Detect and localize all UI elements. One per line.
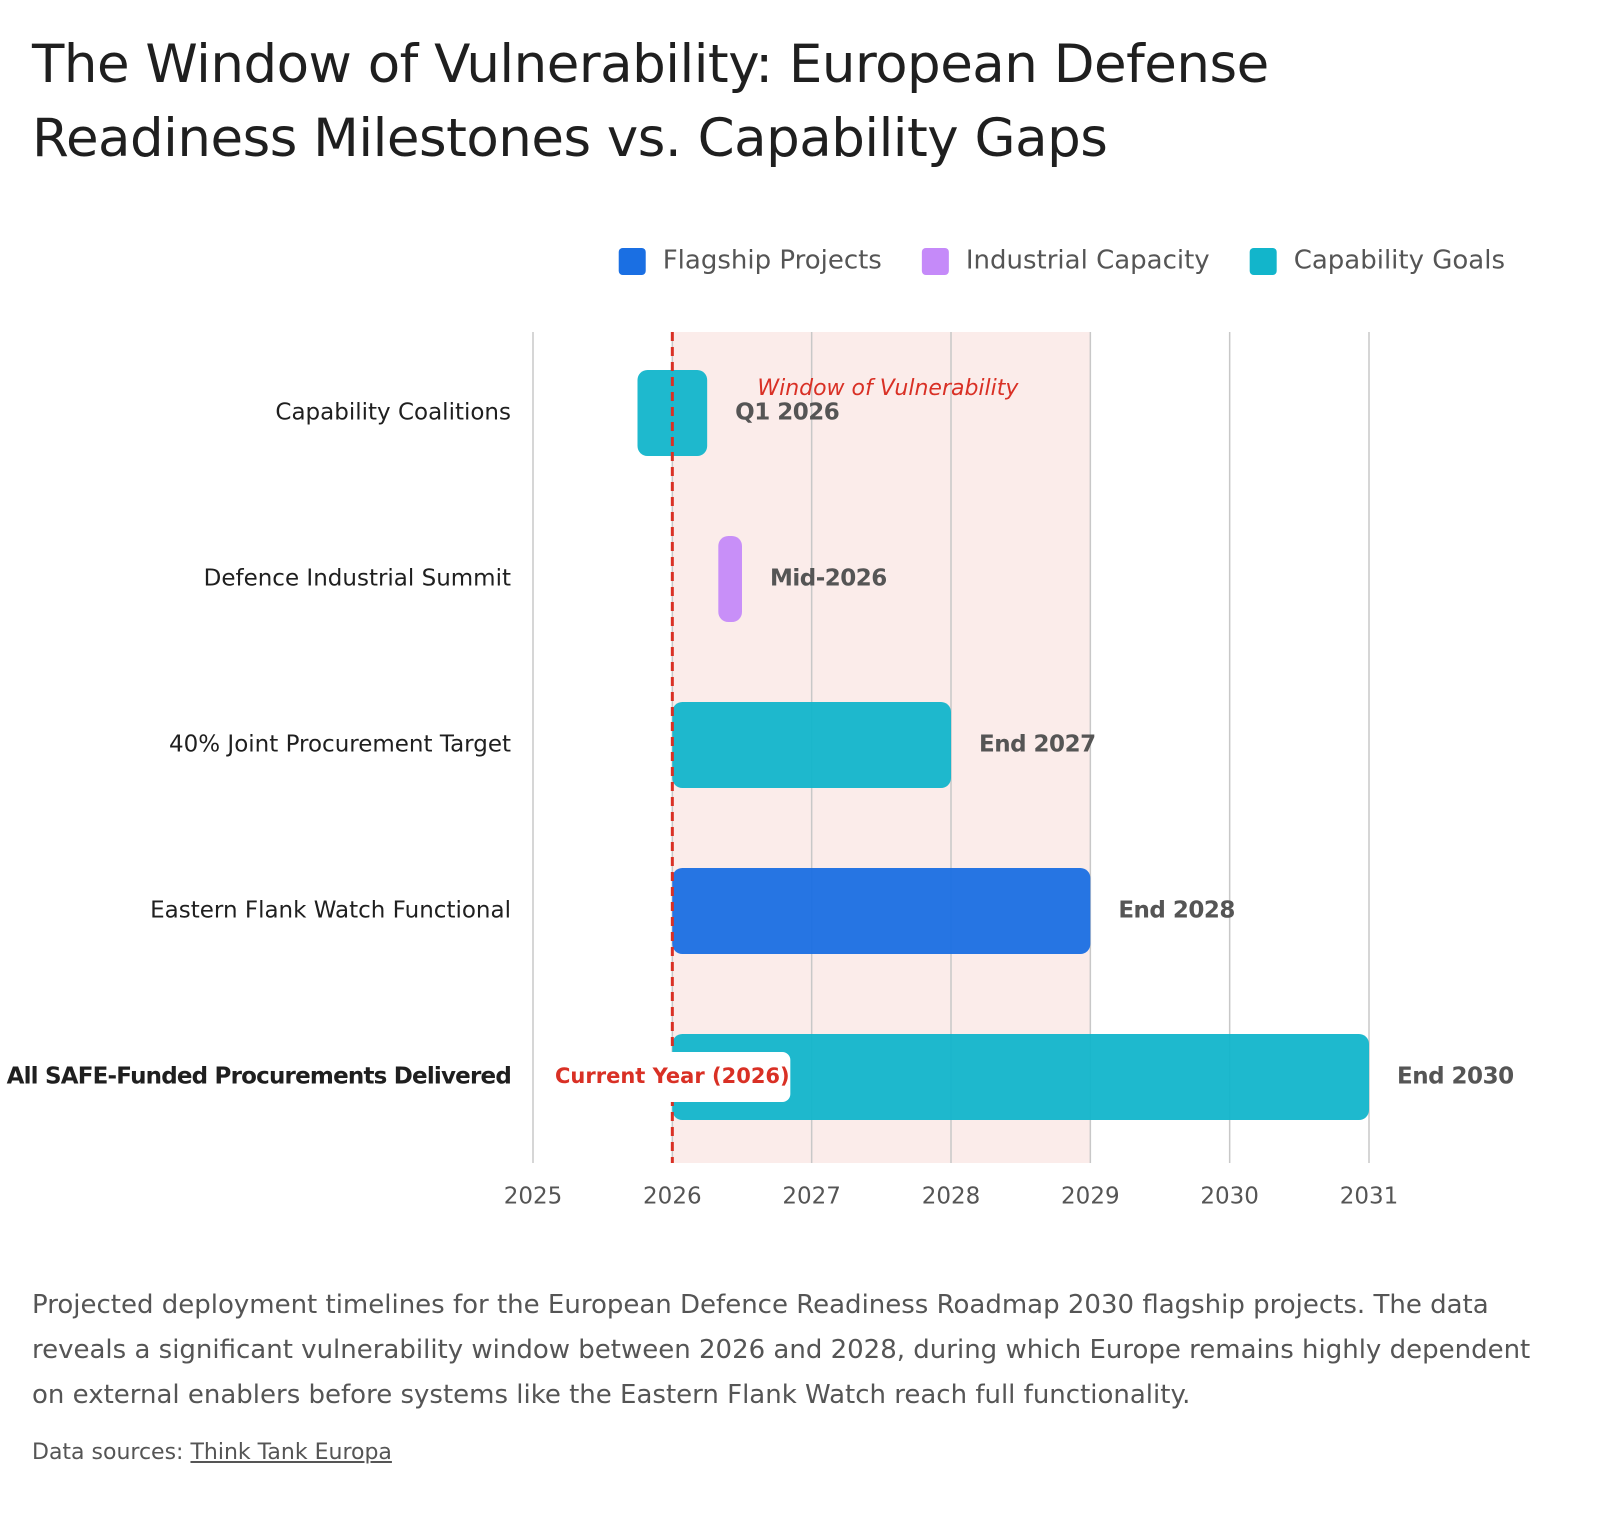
legend-swatch — [921, 248, 949, 275]
legend-swatch — [1249, 248, 1277, 275]
x-tick-label: 2029 — [1061, 1184, 1120, 1210]
legend-label: Capability Goals — [1294, 246, 1505, 276]
legend-swatch — [618, 248, 646, 275]
legend-label: Flagship Projects — [663, 246, 882, 276]
category-label: Eastern Flank Watch Functional — [150, 898, 511, 924]
reference-label-box — [552, 1052, 791, 1102]
source: Data sources: Think Tank Europa — [32, 1440, 392, 1465]
window-label: Window of Vulnerability — [757, 376, 1019, 401]
bar — [718, 536, 742, 622]
milestone-label: Q1 2026 — [735, 400, 839, 426]
milestone-label: End 2028 — [1118, 898, 1235, 924]
source-link[interactable]: Think Tank Europa — [190, 1440, 392, 1465]
bar — [672, 868, 1091, 954]
source-prefix: Data sources: — [32, 1440, 184, 1465]
x-tick-label: 2027 — [782, 1184, 841, 1210]
bar — [672, 1034, 1369, 1120]
milestone-label: Mid-2026 — [770, 566, 887, 592]
x-tick-label: 2025 — [504, 1184, 563, 1210]
chart-title: The Window of Vulnerability: European De… — [32, 34, 1269, 169]
x-tick-label: 2030 — [1200, 1184, 1259, 1210]
legend-label: Industrial Capacity — [966, 246, 1210, 276]
milestone-label: End 2030 — [1397, 1064, 1514, 1090]
bar — [672, 702, 951, 788]
reference-label: Current Year (2026) — [555, 1064, 790, 1088]
caption: Projected deployment timelines for the E… — [32, 1290, 1531, 1410]
x-tick-label: 2026 — [643, 1184, 702, 1210]
category-label: Capability Coalitions — [275, 400, 511, 426]
category-label: Defence Industrial Summit — [204, 566, 511, 592]
chart: 2025 2026 2027 2028 2029 2030 2031 Capability C… — [7, 246, 1514, 1210]
x-tick-label: 2028 — [922, 1184, 981, 1210]
x-tick-label: 2031 — [1340, 1184, 1399, 1210]
milestone-label: End 2027 — [979, 732, 1096, 758]
category-label: 40% Joint Procurement Target — [169, 732, 511, 758]
category-label: All SAFE-Funded Procurements Delivered — [7, 1064, 511, 1090]
